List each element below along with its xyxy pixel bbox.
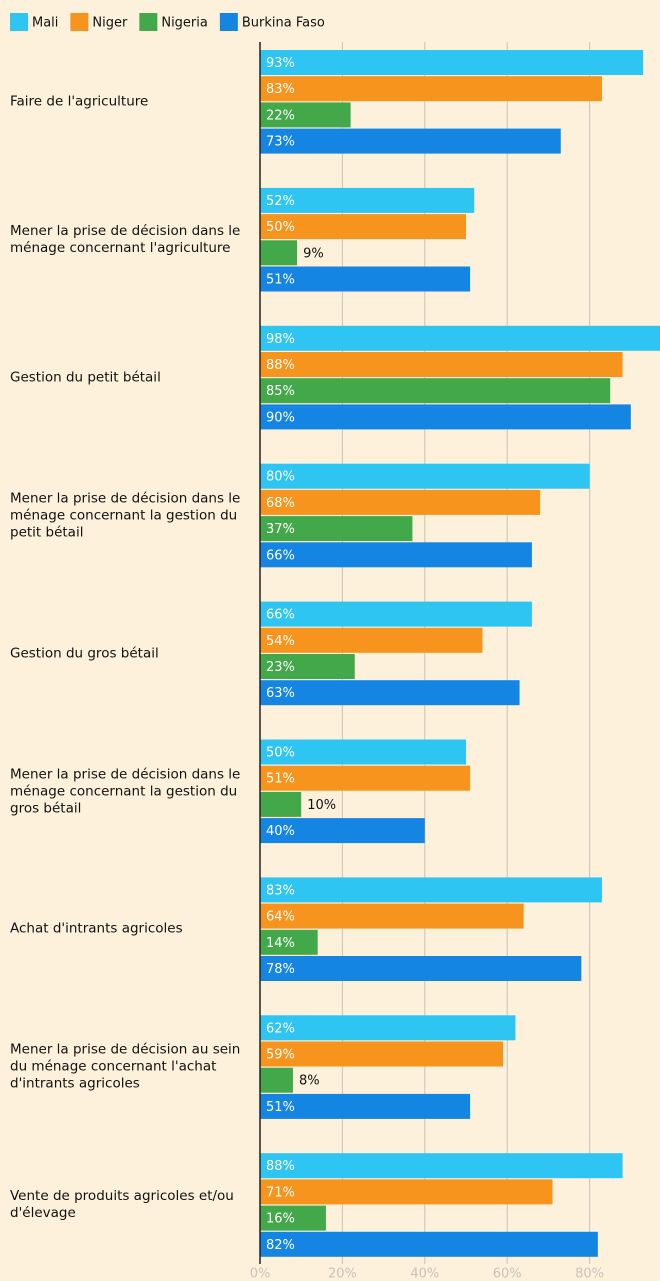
bar: [260, 463, 590, 489]
bar: [260, 765, 471, 791]
value-label: 88%: [266, 358, 295, 373]
value-label: 82%: [266, 1238, 295, 1253]
value-label: 8%: [299, 1074, 320, 1089]
value-label: 16%: [266, 1212, 295, 1227]
bar: [260, 542, 532, 568]
category-label: Mener la prise de décision dans le ménag…: [10, 490, 241, 541]
value-label: 62%: [266, 1021, 295, 1036]
value-label: 10%: [307, 798, 336, 813]
value-label: 73%: [266, 135, 295, 150]
legend-swatch: [139, 13, 158, 31]
bar: [260, 956, 582, 981]
bar: [260, 1231, 598, 1257]
bar: [260, 76, 602, 102]
category-label: Faire de l'agriculture: [10, 93, 149, 110]
bar: [260, 516, 413, 542]
bar: [260, 240, 298, 266]
value-label: 93%: [266, 56, 295, 71]
bar: [260, 877, 602, 903]
category-label: Gestion du petit bétail: [10, 369, 161, 386]
value-label: 51%: [266, 772, 295, 787]
bar: [260, 404, 631, 430]
value-label: 90%: [266, 410, 295, 425]
bar: [260, 1205, 326, 1231]
value-label: 37%: [266, 522, 295, 537]
bar: [260, 627, 483, 653]
bar: [260, 818, 425, 844]
value-label: 98%: [266, 332, 295, 347]
x-tick-label: 80%: [575, 1267, 604, 1281]
bar: [260, 102, 351, 128]
value-label: 50%: [266, 746, 295, 761]
bar: [260, 489, 541, 515]
bar: [260, 128, 561, 154]
bar: [260, 1067, 293, 1093]
legend-label: Mali: [32, 16, 58, 31]
value-label: 22%: [266, 108, 295, 123]
legend-swatch: [219, 13, 238, 31]
value-label: 50%: [266, 220, 295, 235]
value-label: 9%: [303, 246, 324, 261]
bar: [260, 214, 466, 240]
value-label: 52%: [266, 194, 295, 209]
x-tick-label: 0%: [250, 1267, 271, 1281]
bar: [260, 1015, 516, 1041]
value-label: 14%: [266, 936, 295, 951]
bar: [260, 378, 611, 404]
x-tick-label: 40%: [410, 1267, 439, 1281]
bar: [260, 1153, 623, 1179]
value-label: 83%: [266, 82, 295, 97]
legend-label: Burkina Faso: [242, 16, 325, 31]
category-label: Mener la prise de décision au sein du mé…: [10, 1041, 241, 1092]
bar: [260, 50, 644, 75]
legend-label: Nigeria: [161, 16, 208, 31]
value-label: 23%: [266, 660, 295, 675]
value-label: 71%: [266, 1185, 295, 1200]
bar: [260, 680, 520, 706]
bar: [260, 1179, 553, 1205]
value-label: 68%: [266, 496, 295, 511]
legend-label: Niger: [92, 16, 128, 31]
category-label: Mener la prise de décision dans le ménag…: [10, 766, 241, 816]
legend-swatch: [70, 13, 89, 31]
bar: [260, 266, 471, 292]
value-label: 80%: [266, 470, 295, 485]
category-label: Achat d'intrants agricoles: [10, 920, 183, 937]
bar: [260, 739, 466, 765]
bar: [260, 601, 532, 627]
value-label: 66%: [266, 548, 295, 563]
value-label: 83%: [266, 883, 295, 898]
bar: [260, 654, 355, 679]
value-label: 54%: [266, 634, 295, 649]
value-label: 85%: [266, 384, 295, 399]
value-label: 59%: [266, 1048, 295, 1063]
bar: [260, 903, 524, 929]
bar: [260, 791, 302, 817]
x-tick-label: 20%: [328, 1267, 357, 1281]
bar: [260, 929, 318, 955]
x-tick-label: 60%: [493, 1267, 522, 1281]
category-label: Gestion du gros bétail: [10, 645, 159, 662]
value-label: 51%: [266, 273, 295, 288]
bar: [260, 1041, 504, 1067]
bar: [260, 187, 475, 213]
bar: [260, 1093, 471, 1119]
bar: [260, 325, 660, 351]
value-label: 51%: [266, 1100, 295, 1115]
value-label: 40%: [266, 824, 295, 839]
category-label: Mener la prise de décision dans le ménag…: [10, 222, 241, 256]
value-label: 66%: [266, 608, 295, 623]
value-label: 63%: [266, 686, 295, 701]
category-label: Vente de produits agricoles et/ou d'élev…: [10, 1188, 234, 1222]
value-label: 64%: [266, 910, 295, 925]
bar: [260, 352, 623, 377]
value-label: 78%: [266, 962, 295, 977]
value-label: 88%: [266, 1159, 295, 1174]
legend-swatch: [10, 13, 28, 31]
